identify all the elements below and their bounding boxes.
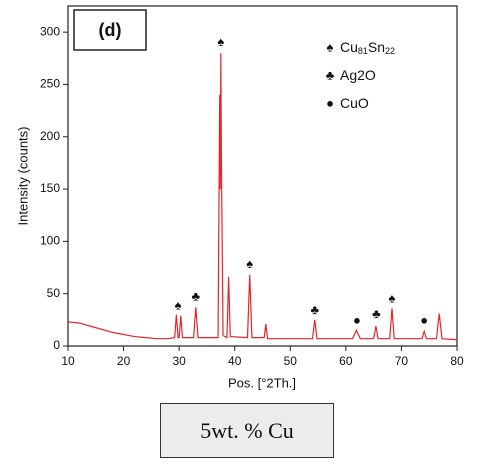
y-tick-label: 200 <box>40 129 60 143</box>
legend-symbol: ● <box>326 95 334 110</box>
legend-subscript: 81 <box>358 46 368 56</box>
x-tick-label: 30 <box>172 354 186 368</box>
y-tick-label: 50 <box>47 286 61 300</box>
x-tick-label: 40 <box>228 354 242 368</box>
caption: 5wt. % Cu <box>160 403 334 458</box>
legend-text: Sn <box>368 39 385 55</box>
y-tick-label: 250 <box>40 77 60 91</box>
y-tick-label: 0 <box>53 338 60 352</box>
peak-marker: ● <box>420 312 428 327</box>
y-tick-label: 300 <box>40 24 60 38</box>
peak-marker: ♣ <box>310 302 319 317</box>
x-tick-label: 20 <box>117 354 131 368</box>
peak-marker: ● <box>353 312 361 327</box>
data-line <box>67 53 458 341</box>
y-tick-label: 150 <box>40 181 60 195</box>
legend-label: CuO <box>340 95 369 111</box>
x-tick-label: 60 <box>339 354 353 368</box>
x-tick-label: 80 <box>450 354 464 368</box>
legend-text: Ag2O <box>340 67 376 83</box>
y-tick-label: 100 <box>40 234 60 248</box>
peak-marker: ♠ <box>246 256 253 271</box>
x-axis-label: Pos. [°2Th.] <box>228 375 296 390</box>
x-tick-label: 10 <box>61 354 75 368</box>
peak-marker: ♣ <box>372 306 381 321</box>
y-axis-label: Intensity (counts) <box>15 127 30 226</box>
chart: (d) Pos. [°2Th.] Intensity (counts) 10 20… <box>15 5 464 390</box>
legend-text: Cu <box>340 39 358 55</box>
x-tick-label: 50 <box>284 354 298 368</box>
plot-frame <box>67 5 458 347</box>
peak-marker: ♠ <box>217 34 224 49</box>
legend-symbol: ♣ <box>326 67 335 82</box>
panel-label: (d) <box>99 20 122 40</box>
legend-label: Ag2O <box>340 67 376 83</box>
legend-text: CuO <box>340 95 369 111</box>
peak-marker: ♠ <box>389 290 396 305</box>
panel-box <box>73 9 147 51</box>
x-tick-label: 70 <box>395 354 409 368</box>
peak-marker: ♠ <box>175 298 182 313</box>
peak-marker: ♣ <box>192 288 201 303</box>
legend-label: Cu81Sn22 <box>340 39 395 57</box>
legend-subscript: 22 <box>385 46 395 56</box>
legend-symbol: ♠ <box>327 39 334 54</box>
